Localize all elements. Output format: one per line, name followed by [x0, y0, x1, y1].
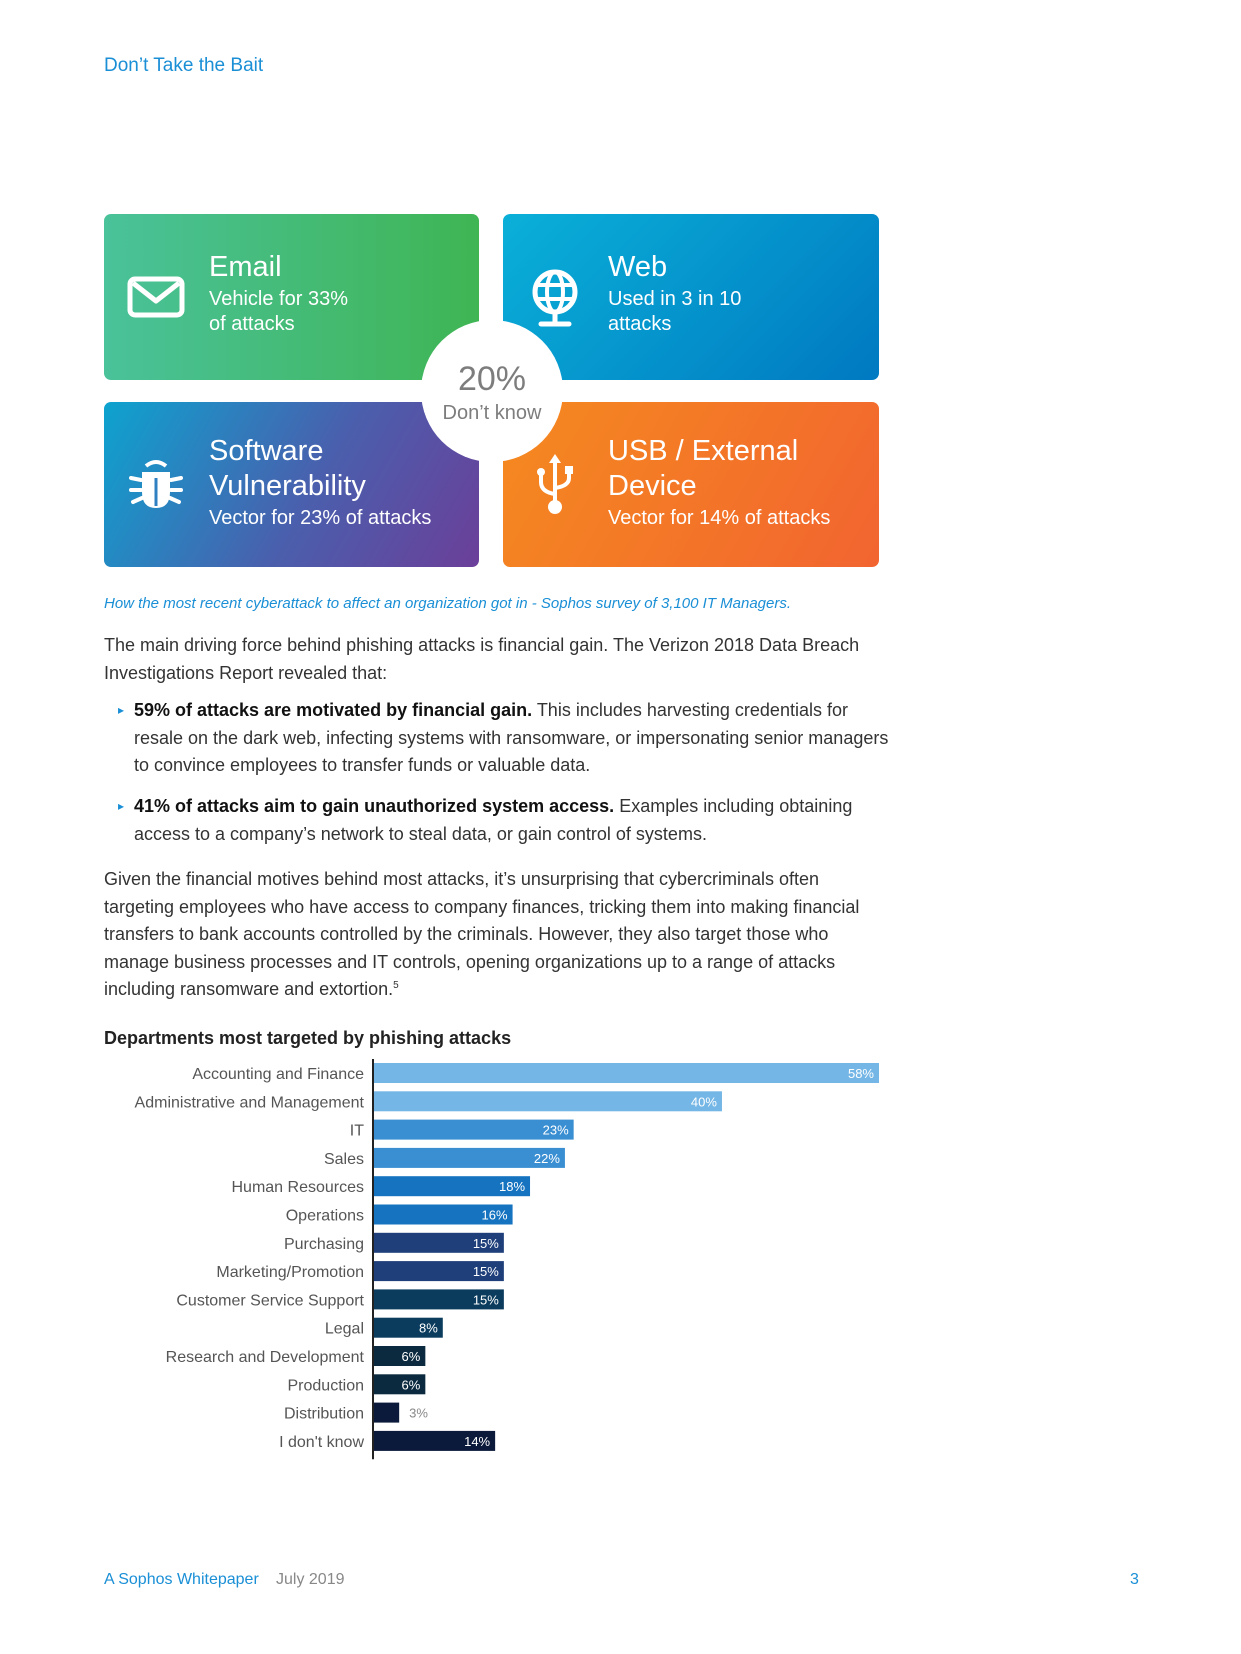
chart-value-label: 15% [473, 1264, 499, 1279]
chart-category-label: Purchasing [284, 1236, 364, 1253]
chart-category-label: Administrative and Management [135, 1094, 365, 1111]
chart-category-label: Accounting and Finance [192, 1066, 364, 1083]
email-tile-title: Email [209, 251, 282, 283]
software-tile-title-line1: Software [209, 435, 324, 467]
chart-bar [373, 1176, 531, 1197]
email-tile: Email Vehicle for 33% of attacks [104, 214, 479, 380]
body-paragraph-2-text: Given the financial motives behind most … [104, 869, 860, 999]
usb-tile-subtitle: Vector for 14% of attacks [608, 507, 831, 529]
chart-category-label: Distribution [284, 1406, 364, 1423]
chart-title: Departments most targeted by phishing at… [104, 1028, 512, 1048]
chart-value-label: 6% [402, 1349, 421, 1364]
chart-category-label: Human Resources [232, 1179, 365, 1196]
chart-bar [373, 1204, 513, 1225]
chart-bar [373, 1232, 504, 1253]
usb-device-tile: USB / External Device Vector for 14% of … [503, 402, 879, 567]
page-header-title: Don’t Take the Bait [104, 55, 264, 76]
chart-bar [373, 1430, 496, 1451]
page-number: 3 [1130, 1571, 1139, 1588]
footnote-marker: 5 [393, 980, 399, 991]
figure-caption: How the most recent cyberattack to affec… [104, 595, 792, 612]
chart-category-label: Marketing/Promotion [216, 1264, 364, 1281]
bullet-1-bold: 59% of attacks are motivated by financia… [134, 700, 533, 720]
dont-know-percent: 20% [457, 360, 527, 398]
software-vulnerability-tile: Software Vulnerability Vector for 23% of… [104, 402, 479, 567]
departments-bar-chart: Accounting and Finance 58% Administrative … [135, 1059, 879, 1460]
chart-bar [373, 1119, 574, 1140]
email-tile-line2: of attacks [209, 313, 295, 335]
chart-bar [373, 1346, 426, 1366]
usb-tile-title-line2: Device [608, 470, 697, 502]
chart-value-label: 14% [464, 1434, 490, 1449]
chart-bar [373, 1289, 504, 1310]
chart-value-label: 22% [534, 1151, 560, 1166]
chart-category-label: Production [288, 1377, 365, 1394]
chart-category-label: Sales [324, 1151, 364, 1168]
chart-value-label: 15% [473, 1292, 499, 1307]
chart-bar [373, 1374, 426, 1395]
chart-value-label: 23% [543, 1123, 569, 1138]
dont-know-label: Don’t know [442, 402, 542, 424]
software-tile-subtitle: Vector for 23% of attacks [209, 507, 432, 529]
software-tile-title-line2: Vulnerability [209, 470, 366, 502]
globe-icon [532, 269, 578, 327]
bullet-item-2: ▸ 41% of attacks aim to gain unauthorized… [118, 793, 894, 848]
web-tile: Web Used in 3 in 10 attacks [503, 214, 879, 380]
chart-value-label: 16% [482, 1208, 508, 1223]
body-paragraph-2: Given the financial motives behind most … [104, 866, 884, 1004]
bullet-item-1: ▸ 59% of attacks are motivated by financi… [118, 697, 894, 780]
chart-value-label: 3% [409, 1406, 428, 1421]
footer-brand: A Sophos Whitepaper [104, 1571, 259, 1588]
dont-know-circle: 20% Don’t know [421, 320, 563, 462]
chart-value-label: 6% [402, 1377, 421, 1392]
usb-icon [537, 454, 573, 514]
chart-bar [373, 1261, 504, 1282]
bullet-1-text: This includes harvesting credentials for… [134, 700, 889, 775]
chart-value-label: 58% [848, 1066, 874, 1081]
chart-bar [373, 1317, 443, 1338]
chart-value-label: 18% [499, 1179, 525, 1194]
web-tile-line2: attacks [608, 313, 672, 335]
bug-icon [129, 460, 183, 508]
bullet-2-text: Examples including obtaining access to a… [134, 796, 853, 844]
bullet-arrow-icon: ▸ [118, 703, 125, 717]
usb-tile-title-line1: USB / External [608, 435, 799, 467]
chart-bar [373, 1402, 400, 1423]
chart-bar [373, 1091, 722, 1112]
chart-value-label: 8% [419, 1321, 438, 1336]
chart-bar [373, 1063, 879, 1083]
bullet-arrow-icon: ▸ [118, 799, 125, 813]
web-tile-title: Web [608, 251, 668, 283]
chart-category-label: I don't know [279, 1434, 364, 1451]
body-paragraph-1: The main driving force behind phishing a… [104, 635, 860, 683]
chart-category-label: Operations [286, 1208, 364, 1225]
email-tile-line1: Vehicle for 33% [209, 288, 348, 310]
chart-value-label: 40% [691, 1094, 717, 1109]
chart-value-label: 15% [473, 1236, 499, 1251]
chart-category-label: Customer Service Support [176, 1292, 364, 1309]
web-tile-line1: Used in 3 in 10 [608, 288, 742, 310]
chart-category-label: Research and Development [166, 1349, 365, 1366]
bullet-2-bold: 41% of attacks aim to gain unauthorized … [134, 796, 615, 816]
chart-category-label: IT [350, 1123, 364, 1140]
chart-category-label: Legal [325, 1321, 364, 1338]
footer-date: July 2019 [276, 1571, 345, 1588]
chart-bar [373, 1147, 565, 1168]
envelope-icon [127, 276, 185, 318]
